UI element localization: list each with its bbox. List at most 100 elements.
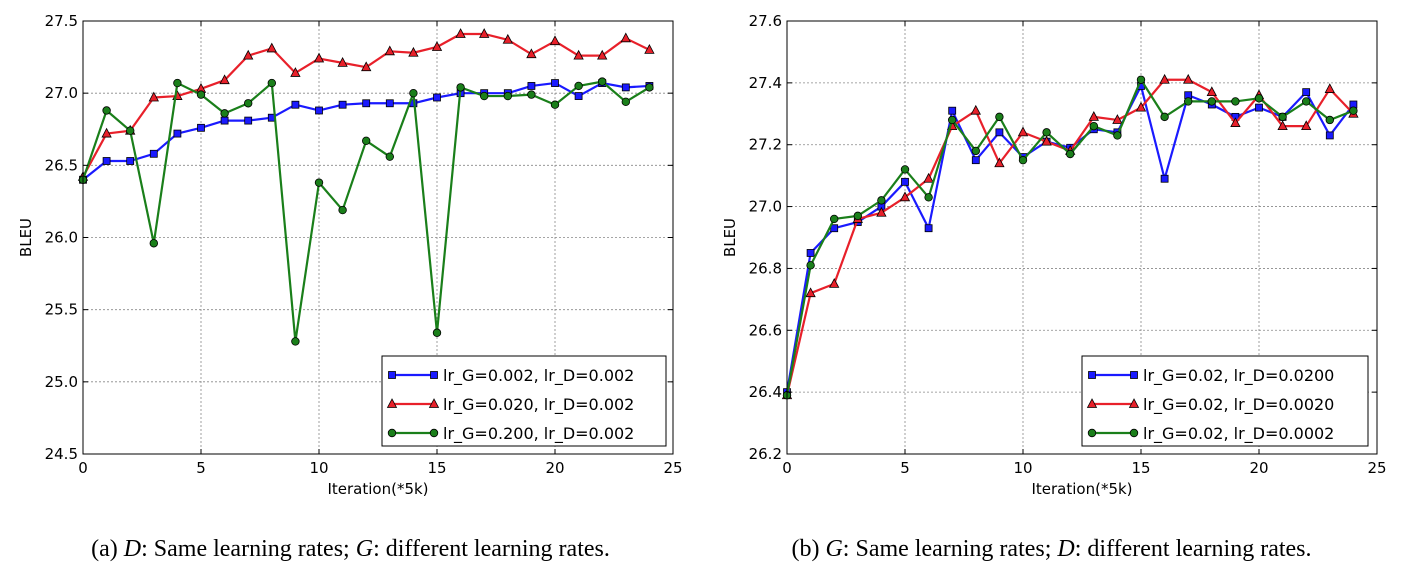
chart-b-legend-marker-2 [1129,428,1139,438]
chart-b-plot-frame [786,20,1378,455]
chart-b-series-1-point [876,206,887,217]
chart-a-series-1-point [455,28,466,38]
chart-a-series-2-point [527,90,536,99]
chart-b-legend-label-2: lr_G=0.02, lr_D=0.0002 [1143,424,1334,444]
chart-a-series-0-point [385,99,394,108]
chart-a-series-2-point [409,88,418,98]
chart-b-ytick-label: 27.0 [749,198,782,216]
chart-b-series-1-point [1301,120,1312,131]
chart-b-legend-label-0: lr_G=0.02, lr_D=0.0200 [1143,366,1334,386]
chart-a-series-0-point [338,100,347,109]
chart-a-series-0-point [362,99,371,108]
chart-a-series-2-point [598,77,607,86]
chart-b-series-0-point [948,106,957,115]
chart-a-series-1-point [644,44,655,54]
chart-b-series-0-point [901,177,909,186]
chart-b-series-0 [783,82,1358,397]
chart-b-series-1-point [1230,117,1241,127]
chart-a-caption: (a) D: Same learning rates; G: different… [0,536,701,563]
chart-a-series-2-point [503,91,512,101]
chart-a-series-2-point [243,99,253,108]
chart-b-series-1-point [1017,126,1029,137]
chart-a-legend-label-2: lr_G=0.200, lr_D=0.002 [443,424,634,444]
chart-a-series-0-point [126,157,135,165]
chart-b: 0 5 10 15 20 25 26.2 26.4 26.6 26.8 27.0 27.2 27.4 27… [701,0,1402,574]
chart-b-legend-marker-1 [1086,398,1098,408]
chart-a-series-2-point [125,126,135,135]
chart-a-ytick-label: 27.0 [45,84,78,102]
chart-a-legend-marker-0 [388,371,396,379]
chart-b-series-1-point [994,157,1005,168]
chart-a-series-1-point [101,127,112,138]
chart-b-xtick-label: 5 [900,459,910,477]
chart-a-ytick-label: 26.5 [45,156,78,174]
chart-b-series-2-point [1089,121,1098,131]
chart-a-series-2-point [291,337,300,346]
chart-b-ytick-label: 26.8 [749,259,782,277]
chart-a-series-0-point [621,83,630,92]
chart-a-series-2-point [621,97,630,107]
chart-b-series-0-point [995,128,1004,137]
chart-a-series-2-point [550,100,560,109]
chart-a-series-2-point [267,78,276,88]
chart-b-xlabel: Iteration(*5k) [1031,480,1132,498]
chart-a-series-2-point [314,178,324,187]
chart-b-series-2-line [785,78,1354,396]
chart-b-series-1-point [1324,83,1335,93]
chart-a-series-2-point [196,90,206,99]
chart-a-series-1-point [219,74,230,85]
chart-b-ytick-label: 27.6 [749,12,782,30]
chart-a-ytick-label: 26.0 [45,229,78,247]
chart-a-series-0-point [433,93,441,102]
chart-a-series-2-point [645,83,654,92]
chart-b-series-2-point [829,214,839,224]
chart-b-xtick-label: 25 [1367,459,1386,477]
chart-b-legend-label-1: lr_G=0.02, lr_D=0.0020 [1143,395,1334,415]
chart-a-xtick-label: 20 [545,459,564,477]
chart-b-series-1-point [1112,114,1123,124]
chart-a-series-0-point [173,129,182,138]
chart-b-legend-marker-1 [1128,398,1140,408]
chart-b-series-0-point [971,156,980,165]
chart-a-series-2-point [102,106,111,115]
chart-a-series-1-point [408,46,419,57]
chart-a-series-0-point [220,116,229,125]
chart-b-xtick-label: 0 [782,459,792,477]
chart-b-ytick-label: 26.4 [749,383,782,401]
chart-a-legend-marker-1 [386,398,398,408]
chart-a-ytick-label: 25.0 [45,373,78,391]
chart-b-series-2-point [1349,106,1358,115]
caption-b-prefix: (b) [791,536,826,562]
chart-a-xtick-label: 15 [427,459,446,477]
chart-b-svg: 0 5 10 15 20 25 26.2 26.4 26.6 26.8 27.0 27.2 27.4 27… [721,12,1387,498]
chart-b-legend-marker-2 [1087,428,1097,438]
chart-a-series-0-point [149,149,158,158]
chart-b-series-1-point [970,104,981,115]
chart-b-xtick-label: 20 [1249,459,1268,477]
chart-b-caption: (b) G: Same learning rates; D: different… [701,536,1402,563]
chart-b-series-0-point [1255,103,1263,112]
chart-b-ytick-label: 26.6 [749,321,782,339]
chart-b-series-1-point [1206,86,1217,97]
chart-b-series-1-point [1041,135,1052,146]
chart-a-series-1-point [597,49,608,60]
chart-b-series-1-point [1183,73,1194,84]
chart-b-series-1 [781,73,1359,400]
chart-a-series-1-point [243,49,254,60]
chart-b-series-2-point [1302,97,1311,106]
chart-a-series-2-point [220,109,229,118]
chart-a-series-0-point [527,82,536,90]
chart-a-series-1-point [549,35,561,46]
chart-a-legend-label-1: lr_G=0.020, lr_D=0.002 [443,395,634,415]
chart-a-series-2-point [173,78,182,88]
chart-a-series-0-point [244,116,253,125]
chart-b-legend-marker-0 [1088,371,1096,379]
chart-a-series-1-point [502,33,513,44]
chart-a-legend-label-0: lr_G=0.002, lr_D=0.002 [443,366,634,386]
chart-b-series-1-point [1135,101,1147,112]
chart-a-series-1-point [148,91,159,102]
chart-a-series-1-point [290,67,301,77]
caption-a-text1: : Same learning rates; [141,536,356,562]
chart-a-xtick-label: 5 [196,459,206,477]
chart-a-xtick-label: 0 [78,459,88,477]
